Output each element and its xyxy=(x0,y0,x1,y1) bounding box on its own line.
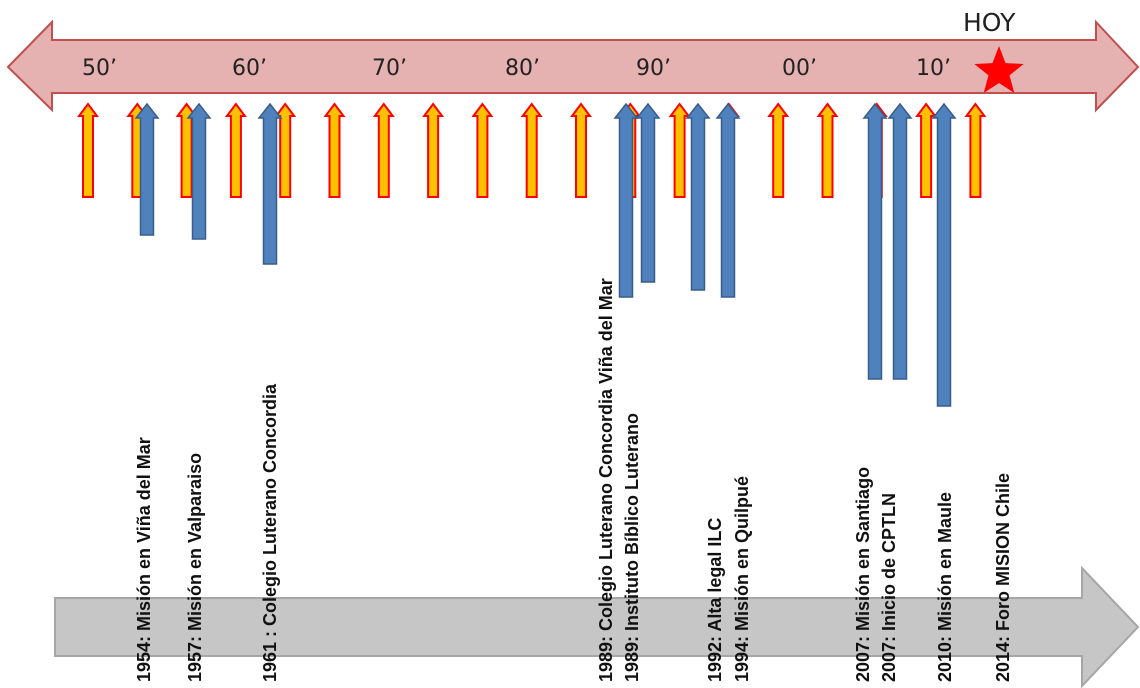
tick-arrow xyxy=(77,102,99,198)
milestone-arrow xyxy=(635,102,661,283)
decade-label-10s: 10’ xyxy=(916,56,951,81)
decade-label-80s: 80’ xyxy=(505,56,540,81)
tick-arrow xyxy=(816,102,839,198)
event-1954-vina: 1954: Misión en Viña del Mar xyxy=(134,437,154,682)
tick-arrow xyxy=(323,102,346,198)
tick-arrow xyxy=(767,102,790,198)
tick-arrow xyxy=(570,102,592,198)
decade-label-60s: 60’ xyxy=(232,56,267,81)
event-1957-valparaiso: 1957: Misión en Valparaiso xyxy=(185,452,205,682)
timeline-band xyxy=(6,19,1140,113)
tick-arrow xyxy=(422,102,445,198)
milestone-arrow xyxy=(257,102,283,265)
tick-arrow xyxy=(224,102,247,198)
decade-label-70s: 70’ xyxy=(372,56,407,81)
today-star-icon xyxy=(974,46,1024,93)
tick-arrow xyxy=(372,102,395,198)
tick-arrow xyxy=(964,102,987,198)
event-1989-instituto: 1989: Instituto Bíblico Luterano xyxy=(622,412,642,682)
decade-label-90s: 90’ xyxy=(636,56,671,81)
milestone-arrow xyxy=(134,102,160,236)
event-1989-colegio-vina: 1989: Colegio Luterano Concordia Viña de… xyxy=(596,278,616,682)
today-label: HOY xyxy=(963,8,1016,37)
milestone-arrow xyxy=(613,102,639,298)
milestone-arrow xyxy=(685,102,711,291)
milestone-arrow xyxy=(862,102,888,380)
decade-label-50s: 50’ xyxy=(82,56,117,81)
event-1994-quilpue: 1994: Misión en Quilpué xyxy=(732,475,752,682)
milestone-arrow xyxy=(715,102,741,298)
tick-arrow xyxy=(668,102,691,198)
milestone-arrow xyxy=(931,102,957,407)
event-2014-foro: 2014: Foro MISION Chile xyxy=(993,472,1013,682)
event-2007-santiago: 2007: Misión en Santiago xyxy=(853,466,873,682)
milestone-arrow xyxy=(186,102,212,240)
event-1992-ilc: 1992: Alta legal ILC xyxy=(705,517,725,682)
event-2010-maule: 2010: Misión en Maule xyxy=(935,491,955,682)
decade-label-00s: 00’ xyxy=(782,56,817,81)
tick-arrow xyxy=(471,102,494,198)
tick-arrow xyxy=(915,102,938,198)
bottom-arrow xyxy=(54,565,1140,688)
event-2007-cptln: 2007: Inicio de CPTLN xyxy=(879,492,899,682)
tick-arrow xyxy=(520,102,543,198)
tick-arrow xyxy=(175,102,198,198)
event-1961-colegio: 1961 : Colegio Luterano Concordia xyxy=(260,383,280,682)
milestone-arrow xyxy=(887,102,913,380)
